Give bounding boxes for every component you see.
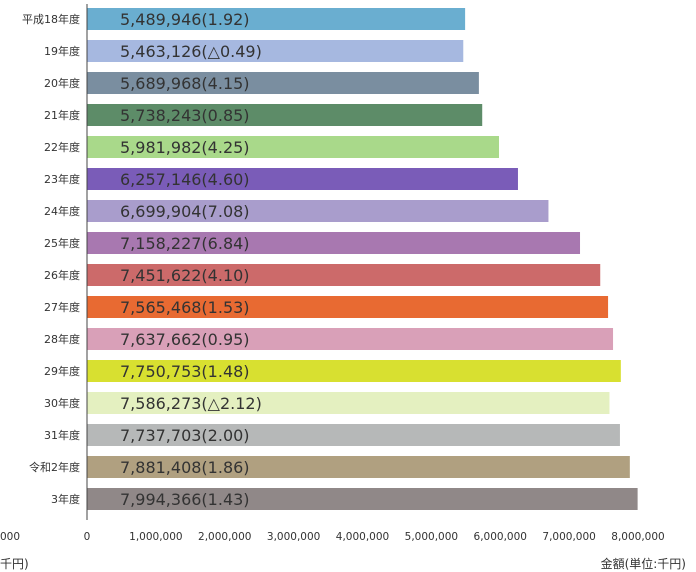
- category-labels: 平成18年度 19年度 20年度 21年度 22年度 23年度 24年度 25年度 26年度 27…: [22, 12, 80, 506]
- bar-2: [87, 40, 464, 62]
- category-label-3: 20年度: [44, 76, 80, 90]
- category-label-8: 25年度: [44, 236, 80, 250]
- bar-11: [87, 328, 614, 350]
- bar-16: [87, 488, 638, 510]
- x-tick-label-9: 8,000,000: [611, 531, 664, 543]
- category-label-2: 19年度: [44, 44, 80, 58]
- left-cut-tick-label: 000: [0, 531, 20, 543]
- bar-1: [87, 8, 466, 30]
- bar-9: [87, 264, 601, 286]
- x-tick-label-6: 5,000,000: [405, 531, 458, 543]
- bar-value-label-10: 7,565,468(1.53): [120, 298, 250, 317]
- category-label-6: 23年度: [44, 172, 80, 186]
- bar-value-label-8: 7,158,227(6.84): [120, 234, 250, 253]
- bar-15: [87, 456, 630, 478]
- x-tick-label-8: 7,000,000: [542, 531, 595, 543]
- category-label-13: 30年度: [44, 396, 80, 410]
- bar-10: [87, 296, 609, 318]
- category-label-9: 26年度: [44, 268, 80, 282]
- x-tick-label-2: 1,000,000: [129, 531, 182, 543]
- bar-value-label-9: 7,451,622(4.10): [120, 266, 250, 285]
- bar-value-label-3: 5,689,968(4.15): [120, 74, 250, 93]
- category-label-12: 29年度: [44, 364, 80, 378]
- bar-value-label-6: 6,257,146(4.60): [120, 170, 250, 189]
- bar-13: [87, 392, 610, 414]
- x-axis-ticks: 0 1,000,000 2,000,000 3,000,000 4,000,000 5,0…: [84, 531, 665, 543]
- bar-value-labels: 5,489,946(1.92) 5,463,126(△0.49) 5,689,968…: [120, 10, 262, 509]
- category-label-10: 27年度: [44, 300, 80, 314]
- category-label-11: 28年度: [44, 332, 80, 346]
- category-label-16: 3年度: [51, 492, 80, 506]
- x-tick-label-1: 0: [84, 531, 91, 543]
- category-label-7: 24年度: [44, 204, 80, 218]
- bar-3: [87, 72, 479, 94]
- bar-7: [87, 200, 549, 222]
- bar-6: [87, 168, 518, 190]
- bar-12: [87, 360, 621, 382]
- x-axis-title: 金額(単位:千円): [601, 556, 686, 571]
- bar-4: [87, 104, 483, 126]
- category-label-4: 21年度: [44, 108, 80, 122]
- category-label-15: 令和2年度: [29, 460, 80, 474]
- x-tick-label-5: 4,000,000: [336, 531, 389, 543]
- left-cut-unit-label: 千円): [0, 557, 29, 571]
- bar-8: [87, 232, 581, 254]
- bar-value-label-2: 5,463,126(△0.49): [120, 42, 262, 61]
- bar-value-label-5: 5,981,982(4.25): [120, 138, 250, 157]
- bars-group: [87, 8, 638, 510]
- bar-value-label-4: 5,738,243(0.85): [120, 106, 250, 125]
- x-tick-label-3: 2,000,000: [198, 531, 251, 543]
- category-label-1: 平成18年度: [22, 12, 80, 26]
- category-label-14: 31年度: [44, 428, 80, 442]
- bar-value-label-16: 7,994,366(1.43): [120, 490, 250, 509]
- bar-value-label-15: 7,881,408(1.86): [120, 458, 250, 477]
- bar-value-label-12: 7,750,753(1.48): [120, 362, 250, 381]
- bar-value-label-14: 7,737,703(2.00): [120, 426, 250, 445]
- bar-5: [87, 136, 500, 158]
- bar-value-label-13: 7,586,273(△2.12): [120, 394, 262, 413]
- category-label-5: 22年度: [44, 140, 80, 154]
- bar-14: [87, 424, 620, 446]
- x-tick-label-4: 3,000,000: [267, 531, 320, 543]
- bar-value-label-7: 6,699,904(7.08): [120, 202, 250, 221]
- x-tick-label-7: 6,000,000: [474, 531, 527, 543]
- bar-value-label-11: 7,637,662(0.95): [120, 330, 250, 349]
- bar-value-label-1: 5,489,946(1.92): [120, 10, 250, 29]
